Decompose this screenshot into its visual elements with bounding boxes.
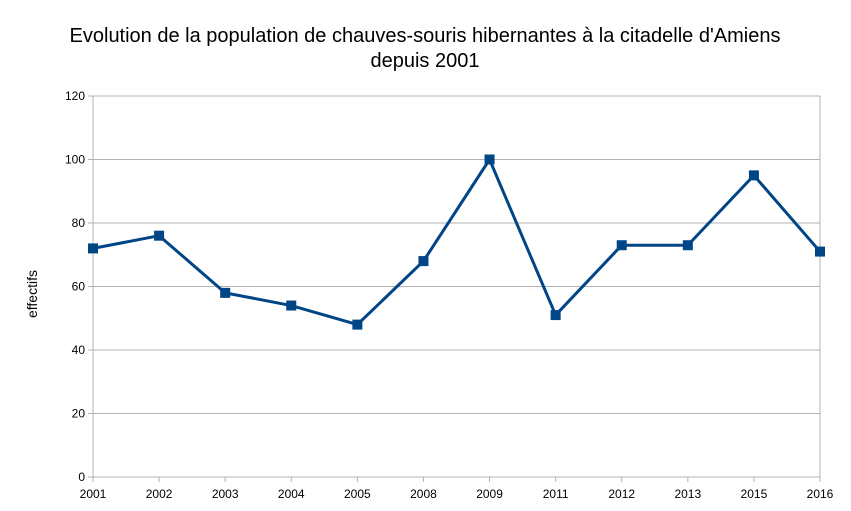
y-axis-label: effectifs	[24, 270, 40, 318]
x-tick-label: 2004	[278, 487, 305, 501]
x-tick-label: 2015	[741, 487, 768, 501]
series-group	[88, 154, 825, 330]
data-point-2005	[352, 319, 363, 330]
chart-title-line-1: Evolution de la population de chauves-so…	[70, 25, 781, 47]
x-tick-label: 2012	[608, 487, 635, 501]
x-tick-label: 2003	[212, 487, 239, 501]
data-point-2004	[286, 300, 297, 311]
x-tick-label: 2016	[807, 487, 834, 501]
y-tick-label: 120	[65, 89, 85, 103]
data-point-2012	[616, 240, 627, 251]
y-tick-label: 20	[72, 407, 86, 421]
y-tick-label: 60	[72, 280, 86, 294]
data-point-2003	[220, 287, 231, 298]
y-tick-label: 0	[78, 470, 85, 484]
data-point-2015	[748, 170, 759, 181]
series-line	[92, 158, 822, 327]
y-tick-labels: 0 20 40 60 80 100 120	[65, 89, 85, 484]
chart-title-line-2: depuis 2001	[371, 50, 480, 72]
data-point-2011	[550, 310, 561, 321]
x-tick-label: 2008	[410, 487, 437, 501]
data-point-2001	[88, 243, 98, 254]
grid-lines	[93, 95, 820, 478]
x-tick-label: 2002	[146, 487, 173, 501]
data-point-2016	[815, 246, 825, 257]
x-tick-label: 2009	[476, 487, 503, 501]
x-tick-label: 2013	[674, 487, 701, 501]
x-tick-label: 2011	[543, 487, 569, 501]
y-tick-label: 80	[72, 216, 86, 230]
axes	[88, 95, 821, 482]
data-point-2002	[154, 230, 165, 241]
x-tick-labels: 2001 2002 2003 2004 2005 2008 2009 2011 2012 2013…	[80, 487, 834, 501]
x-tick-label: 2005	[344, 487, 371, 501]
data-point-2009	[484, 154, 495, 165]
y-tick-label: 40	[72, 343, 86, 357]
y-tick-label: 100	[65, 153, 85, 167]
x-tick-label: 2001	[80, 487, 107, 501]
data-point-2013	[682, 240, 693, 251]
data-point-2008	[418, 256, 429, 267]
